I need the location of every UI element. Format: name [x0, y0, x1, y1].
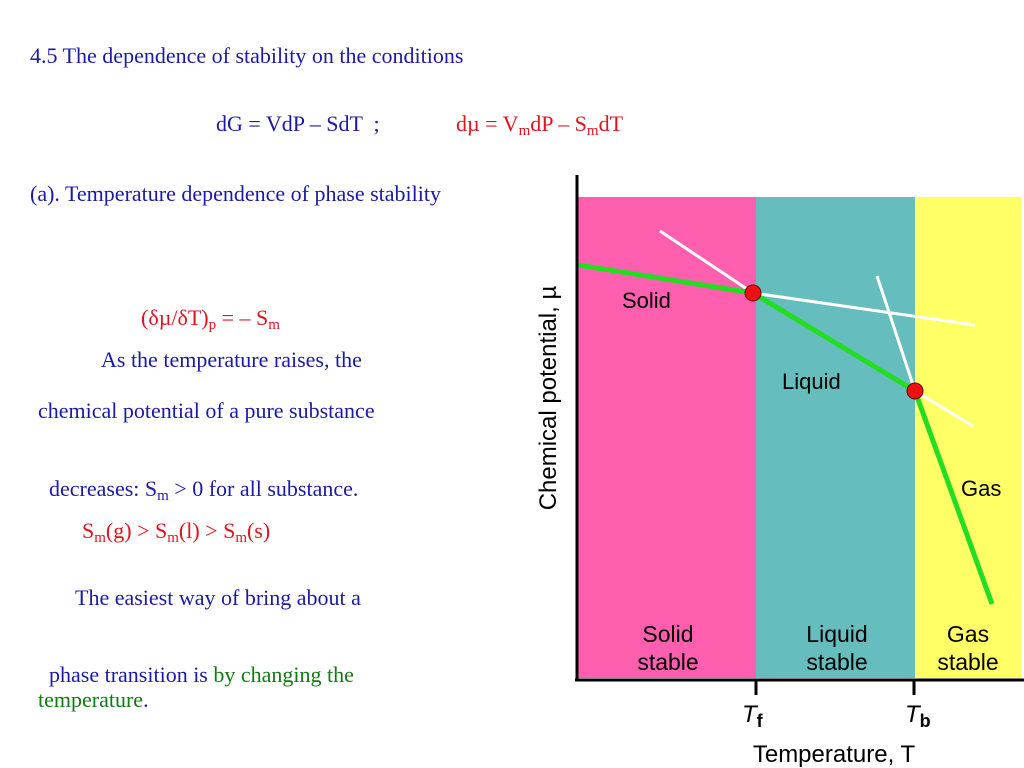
region-label: Liquid — [806, 621, 867, 647]
tick-label-tb: Tb — [905, 701, 931, 731]
phase-label-solid: Solid — [622, 288, 671, 313]
melting-point-marker — [744, 284, 762, 302]
x-axis-label: Temperature, T — [753, 741, 916, 768]
metastable-solid-line — [752, 291, 976, 327]
region-label: Gas — [947, 621, 989, 647]
section-heading: (a). Temperature dependence of phase sta… — [30, 181, 441, 206]
region-label: stable — [937, 649, 998, 675]
stable-chemical-potential-curve — [577, 262, 995, 605]
entropy-inequality: Sm(g) > Sm(l) > Sm(s) — [82, 518, 271, 546]
paragraph-line: decreases: Sm > 0 for all substance. — [49, 476, 359, 504]
tick-label-tf: Tf — [742, 701, 764, 731]
y-axis-label: Chemical potential, µ — [535, 286, 562, 511]
boiling-point-marker — [906, 382, 924, 400]
region-label: Solid — [642, 621, 693, 647]
paragraph-line: temperature. — [38, 687, 149, 712]
gibbs-equation: dG = VdP – SdT ; — [216, 111, 380, 136]
metastable-solid-line — [659, 229, 754, 295]
phase-label-gas: Gas — [961, 476, 1001, 501]
paragraph-line: phase transition is by changing the — [49, 662, 354, 687]
metastable-liquid-line — [914, 389, 974, 428]
region-label: stable — [806, 649, 867, 675]
paragraph-line: chemical potential of a pure substance — [38, 398, 375, 423]
region-liquid-stable — [756, 197, 915, 678]
chemical-potential-equation: dµ = VmdP – SmdT — [456, 111, 624, 139]
derivative-equation: (δµ/δT)p = – Sm — [141, 305, 280, 333]
paragraph-line: As the temperature raises, the — [101, 347, 362, 372]
paragraph-line: The easiest way of bring about a — [75, 585, 361, 610]
region-label: stable — [637, 649, 698, 675]
page-title: 4.5 The dependence of stability on the c… — [30, 43, 464, 68]
phase-label-liquid: Liquid — [782, 369, 841, 394]
metastable-gas-line — [875, 275, 917, 392]
